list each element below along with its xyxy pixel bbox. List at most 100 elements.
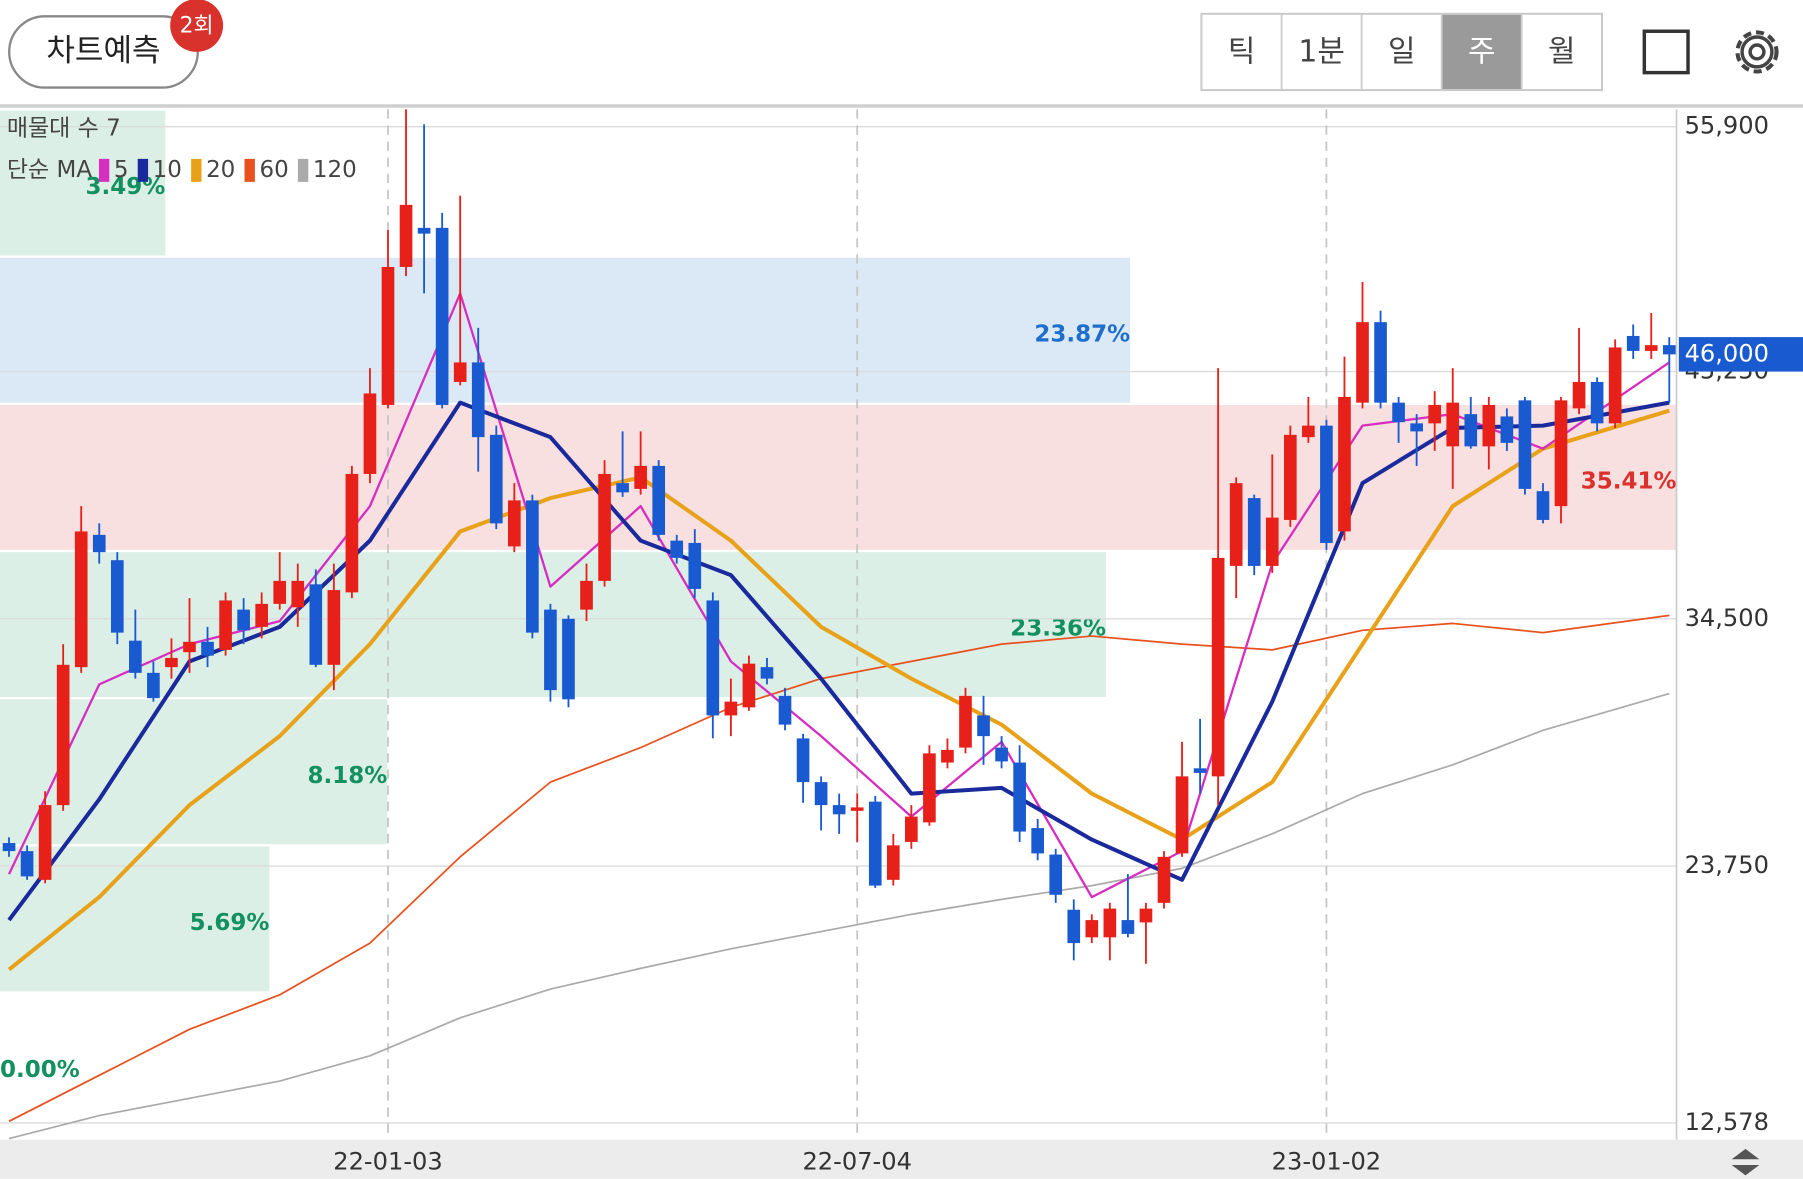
scroll-arrows[interactable] xyxy=(1731,1148,1760,1176)
candle-body xyxy=(1554,400,1568,507)
candle-body xyxy=(905,816,918,842)
x-tick-label: 23-01-02 xyxy=(1272,1148,1382,1176)
volume-band-label: 23.36% xyxy=(1010,616,1106,642)
settings-icon[interactable] xyxy=(1735,30,1779,74)
x-tick-label: 22-07-04 xyxy=(802,1148,912,1176)
candle-body xyxy=(1626,335,1640,351)
volume-band xyxy=(0,110,166,256)
candle-body xyxy=(670,540,684,558)
candle-body xyxy=(706,600,720,716)
candle-body xyxy=(1518,400,1532,489)
candle-body xyxy=(417,227,431,234)
candle-body xyxy=(1392,402,1405,423)
tab-label[interactable]: 일 xyxy=(1388,35,1416,70)
candle-body xyxy=(471,362,485,438)
candle-body xyxy=(1410,423,1423,432)
candle-body xyxy=(1283,434,1297,520)
scroll-handle[interactable] xyxy=(1731,1148,1760,1176)
candle-body xyxy=(1175,776,1189,854)
candle-body xyxy=(147,672,160,699)
candle-body xyxy=(760,667,774,679)
candle-body xyxy=(526,500,539,633)
candle-body xyxy=(237,609,250,631)
chart: 3.49%23.87%35.41%23.36%8.18%5.69%0.00%55… xyxy=(0,109,1803,1140)
x-axis-strip xyxy=(0,1139,1803,1179)
candle-body xyxy=(977,715,990,737)
candle-body xyxy=(291,580,305,608)
candle-body xyxy=(1049,854,1063,895)
candle-body xyxy=(1590,381,1604,424)
candle-body xyxy=(742,663,756,708)
legend-label: 10 xyxy=(153,157,182,183)
legend-swatch xyxy=(297,158,309,182)
volume-band-label: 23.87% xyxy=(1034,321,1130,347)
candle-body xyxy=(1374,322,1387,403)
candle-body xyxy=(941,749,954,763)
tab-label[interactable]: 주 xyxy=(1468,35,1495,70)
candle-body xyxy=(724,701,738,716)
candle-body xyxy=(20,851,34,877)
candle-body xyxy=(129,640,142,673)
candle-body xyxy=(959,695,972,748)
candle-body xyxy=(1247,498,1261,566)
volume-band-label: 0.00% xyxy=(0,1057,80,1083)
ma-line xyxy=(8,692,1670,1140)
candle-body xyxy=(886,845,900,880)
ma-line xyxy=(7,408,1670,972)
candle-body xyxy=(56,664,70,806)
candle-body xyxy=(1500,416,1514,443)
candle-body xyxy=(1482,404,1496,447)
volume-band-label: 35.41% xyxy=(1581,468,1677,494)
candle-body xyxy=(1121,920,1135,934)
candle-body xyxy=(1157,856,1171,903)
legend-label: 20 xyxy=(206,157,235,183)
fullscreen-icon[interactable] xyxy=(1642,29,1690,75)
candle-body xyxy=(652,465,666,535)
tab[interactable] xyxy=(1360,13,1443,91)
candle-body xyxy=(399,204,413,267)
gear-hub xyxy=(1748,43,1766,61)
legend-label: 120 xyxy=(313,157,357,183)
candle-body xyxy=(832,805,846,815)
candle-body xyxy=(1428,404,1442,424)
current-price-label: 46,000 xyxy=(1685,339,1769,367)
predict-button-label[interactable]: 차트예측 xyxy=(46,33,160,69)
candle-body xyxy=(544,609,557,691)
candle-body xyxy=(2,843,16,852)
tab-label[interactable]: 월 xyxy=(1548,35,1575,70)
candle-body xyxy=(1085,920,1099,938)
tab[interactable] xyxy=(1520,13,1603,91)
candle-body xyxy=(923,753,936,823)
candle-body xyxy=(1464,414,1478,447)
candle-body xyxy=(1644,345,1658,351)
volume-band-label: 5.69% xyxy=(190,910,270,936)
y-tick-label: 55,900 xyxy=(1685,112,1769,140)
candle-body xyxy=(1013,762,1026,832)
legend-swatch xyxy=(98,158,110,182)
ma-line xyxy=(7,400,1670,922)
predict-button[interactable] xyxy=(8,15,199,89)
candle-body xyxy=(1031,828,1044,854)
ma-line xyxy=(7,292,1670,899)
candle-body xyxy=(74,531,88,668)
tab-label[interactable]: 틱 xyxy=(1228,35,1255,70)
candle-body xyxy=(453,362,467,382)
candle-body xyxy=(1572,381,1586,409)
candle-body xyxy=(92,534,106,553)
candle-body xyxy=(1356,322,1369,403)
tab-label[interactable]: 1분 xyxy=(1298,35,1345,70)
candle-body xyxy=(1229,483,1243,566)
candle-body xyxy=(1536,491,1550,520)
volume-profile-title: 매물대 수 7 xyxy=(7,115,121,141)
legend-swatch xyxy=(244,158,255,182)
candle-body xyxy=(165,657,178,668)
candle-body xyxy=(1265,517,1279,566)
candle-body xyxy=(1067,909,1081,944)
candle-body xyxy=(327,590,341,665)
candle-body xyxy=(778,695,792,725)
candle-body xyxy=(201,641,214,656)
candle-body xyxy=(580,580,593,610)
tab[interactable] xyxy=(1440,13,1523,91)
legend-label: 60 xyxy=(259,157,288,183)
badge-label: 2회 xyxy=(180,14,214,39)
